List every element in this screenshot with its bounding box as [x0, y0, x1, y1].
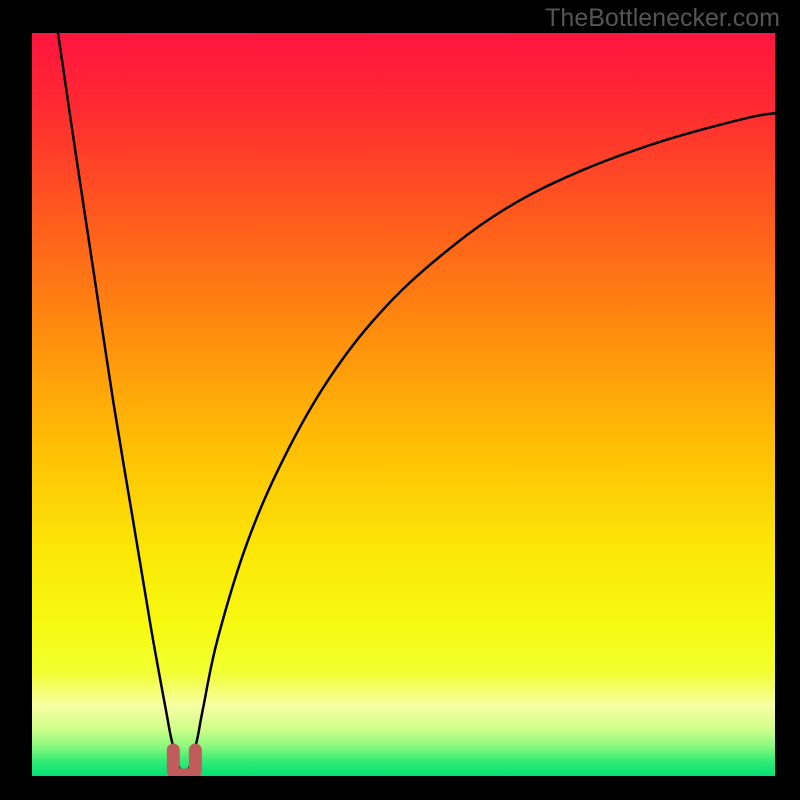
bottleneck-curve — [32, 33, 775, 776]
source-label: TheBottlenecker.com — [545, 4, 780, 33]
notch-marker — [173, 750, 195, 775]
curve-path — [58, 33, 775, 776]
plot-area — [32, 33, 775, 776]
chart-stage: TheBottlenecker.com — [0, 0, 800, 800]
